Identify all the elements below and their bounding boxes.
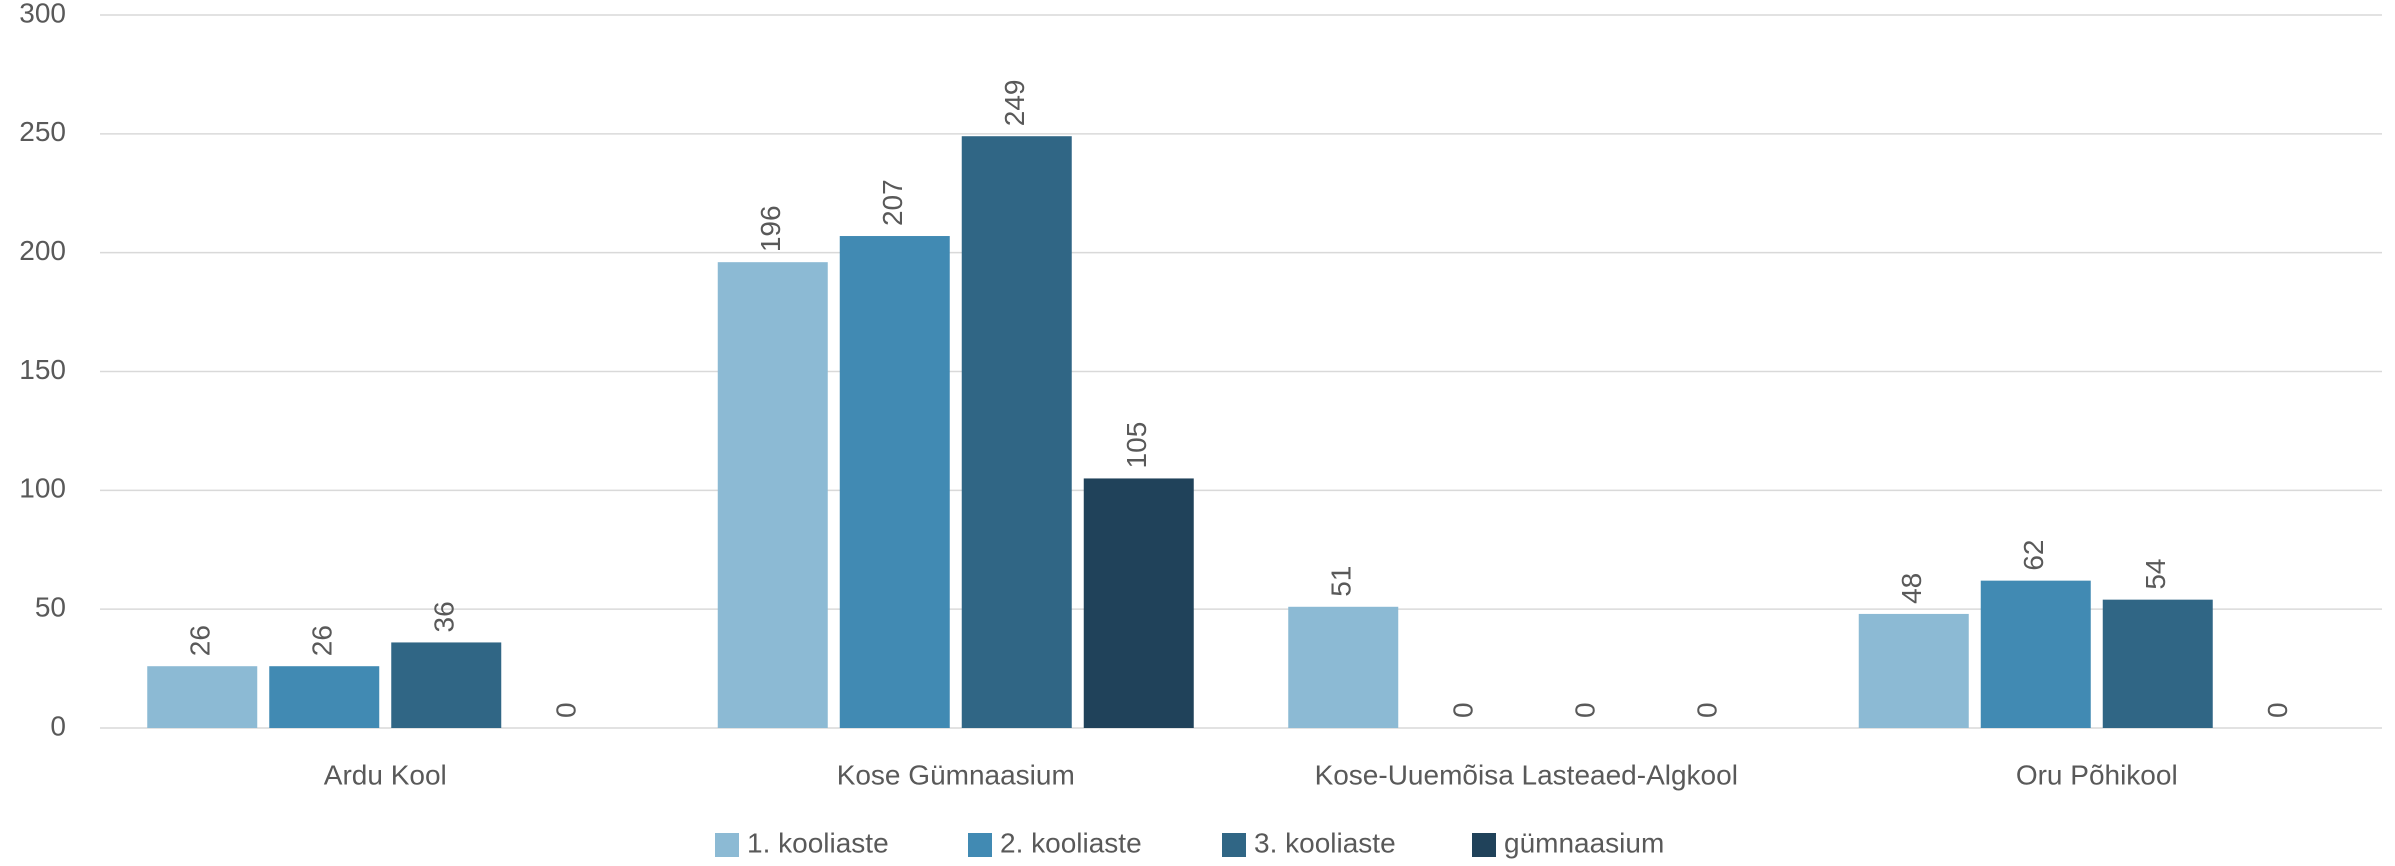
x-tick-label: Kose-Uuemõisa Lasteaed-Algkool bbox=[1315, 759, 1738, 790]
data-label: 48 bbox=[1896, 573, 1927, 604]
bar bbox=[1858, 613, 1969, 728]
legend-label: gümnaasium bbox=[1504, 827, 1664, 858]
y-tick-label: 100 bbox=[19, 473, 66, 504]
bar bbox=[1083, 478, 1194, 728]
y-tick-label: 50 bbox=[35, 592, 66, 623]
bar bbox=[1980, 580, 2091, 728]
x-tick-label: Kose Gümnaasium bbox=[837, 759, 1075, 790]
y-tick-label: 200 bbox=[19, 235, 66, 266]
data-label: 54 bbox=[2140, 559, 2171, 590]
bar bbox=[961, 136, 1072, 728]
data-label: 62 bbox=[2018, 539, 2049, 570]
data-label: 0 bbox=[1448, 702, 1479, 718]
legend-label: 1. kooliaste bbox=[747, 827, 889, 858]
bar bbox=[147, 666, 258, 728]
y-tick-label: 0 bbox=[50, 710, 66, 741]
bar bbox=[2102, 599, 2213, 728]
legend-swatch bbox=[1222, 833, 1246, 857]
legend-swatch bbox=[715, 833, 739, 857]
bar bbox=[717, 262, 828, 728]
data-label: 196 bbox=[755, 205, 786, 252]
data-label: 0 bbox=[1570, 702, 1601, 718]
data-label: 249 bbox=[999, 79, 1030, 126]
data-label: 36 bbox=[429, 601, 460, 632]
y-tick-label: 300 bbox=[19, 0, 66, 28]
bar bbox=[839, 236, 950, 728]
data-label: 26 bbox=[307, 625, 338, 656]
data-label: 0 bbox=[551, 702, 582, 718]
data-label: 0 bbox=[1692, 702, 1723, 718]
x-tick-label: Ardu Kool bbox=[324, 759, 447, 790]
y-tick-label: 150 bbox=[19, 354, 66, 385]
y-tick-label: 250 bbox=[19, 116, 66, 147]
legend-label: 3. kooliaste bbox=[1254, 827, 1396, 858]
bar bbox=[391, 642, 502, 728]
data-label: 207 bbox=[877, 179, 908, 226]
bar bbox=[1288, 606, 1399, 728]
legend-label: 2. kooliaste bbox=[1000, 827, 1142, 858]
legend-swatch bbox=[968, 833, 992, 857]
bar bbox=[269, 666, 380, 728]
x-tick-label: Oru Põhikool bbox=[2016, 759, 2178, 790]
data-label: 105 bbox=[1121, 422, 1152, 469]
data-label: 26 bbox=[185, 625, 216, 656]
legend-swatch bbox=[1472, 833, 1496, 857]
data-label: 51 bbox=[1326, 566, 1357, 597]
data-label: 0 bbox=[2262, 702, 2293, 718]
